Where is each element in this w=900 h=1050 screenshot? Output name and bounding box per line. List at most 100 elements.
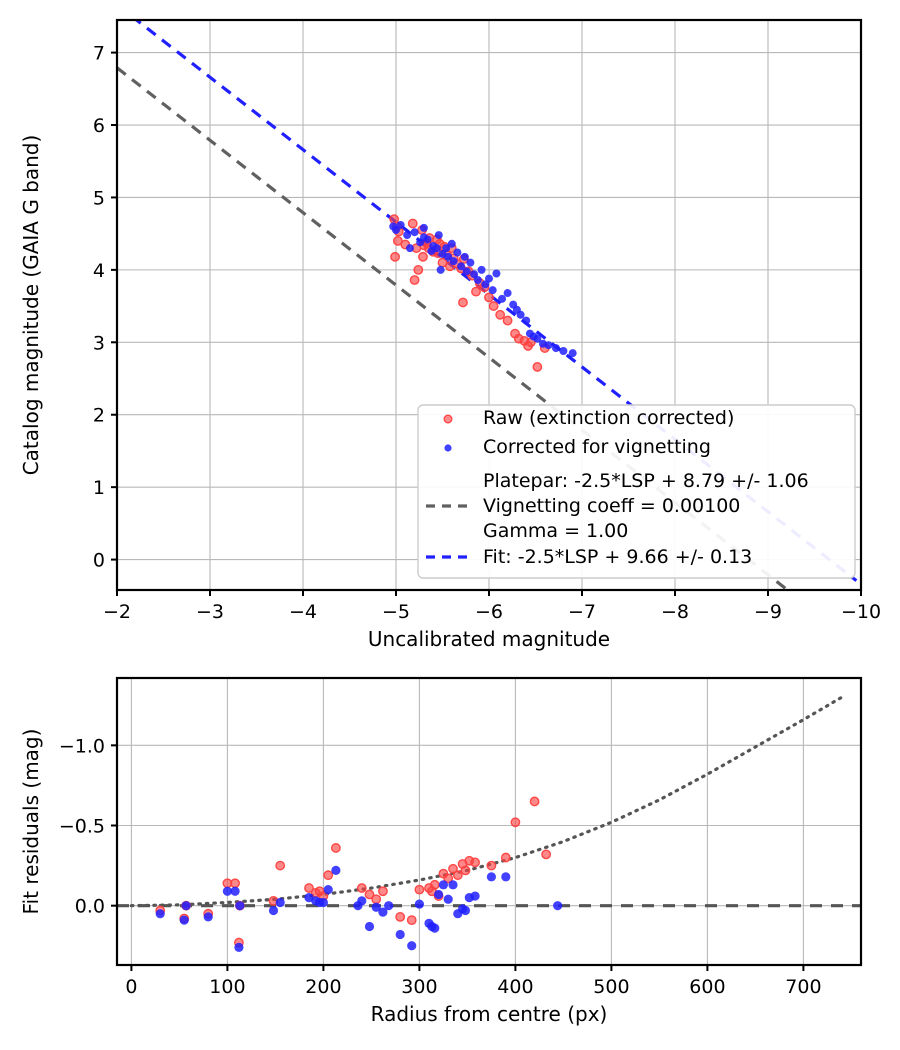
grid-top: [116, 20, 862, 590]
data-point: [179, 915, 189, 925]
data-point: [268, 905, 279, 916]
data-point: [403, 231, 412, 240]
data-point: [510, 817, 521, 828]
data-point: [447, 239, 456, 248]
data-point: [495, 309, 506, 320]
ytick-label: 2: [93, 405, 105, 427]
data-point: [470, 270, 479, 279]
ytick-label: 1: [93, 477, 105, 499]
legend-top: Raw (extinction corrected) Corrected for …: [417, 404, 856, 579]
data-point: [484, 292, 494, 303]
data-point: [448, 863, 458, 874]
data-point: [462, 267, 471, 276]
ytick-label: 7: [93, 43, 105, 65]
data-point: [443, 873, 454, 884]
xtick-label: −9: [754, 601, 782, 623]
data-point: [353, 901, 363, 911]
xtick-label: 100: [209, 976, 245, 998]
data-point: [389, 214, 400, 225]
data-point: [449, 257, 458, 266]
data-point: [492, 269, 501, 278]
data-point: [203, 912, 213, 922]
data-point: [498, 294, 507, 303]
legend-entry: Platepar: -2.5*LSP + 8.79 +/- 1.06 Vignet…: [426, 470, 809, 542]
data-point: [395, 929, 405, 940]
panel-fit-residuals: 0 100 200 300 400 500 600 700 0.0 −0.5 −1.0 Radius …: [19, 676, 863, 1026]
data-point: [486, 872, 496, 882]
data-point: [323, 870, 334, 881]
xtick-label: −3: [196, 601, 224, 623]
xtick-label: −2: [103, 601, 131, 623]
yaxis-title-bottom: Fit residuals (mag): [19, 729, 43, 915]
data-point: [331, 865, 341, 876]
legend-marker-icon: [444, 444, 452, 452]
data-point: [442, 244, 451, 253]
legend-label: Corrected for vignetting: [483, 436, 711, 458]
data-point: [522, 316, 531, 325]
xtick-label: −10: [841, 601, 881, 623]
data-point: [436, 265, 445, 274]
data-point: [503, 289, 512, 298]
legend-marker-icon: [443, 414, 453, 424]
data-point: [460, 905, 471, 916]
data-point: [434, 231, 443, 240]
ytick-label: 4: [93, 260, 105, 282]
data-point: [486, 860, 497, 871]
data-point: [444, 252, 453, 261]
data-point: [235, 901, 245, 911]
ytick-label: 0: [93, 550, 105, 572]
panel-photometric-calibration: −2 −3 −4 −5 −6 −7 −8 −9 −10 0 1 2 3 4 5 6 7 Uncalibrated …: [19, 18, 881, 651]
legend-entry: Raw (extinction corrected): [443, 407, 734, 429]
data-point: [378, 886, 388, 897]
data-point: [419, 223, 428, 232]
data-point: [470, 857, 480, 868]
xtick-label: 300: [401, 976, 437, 998]
data-point: [452, 870, 463, 881]
series-corrected-top: [389, 220, 577, 358]
data-point: [222, 886, 232, 896]
data-point: [230, 886, 240, 896]
data-point: [390, 251, 400, 262]
series-raw-bottom: [155, 796, 552, 948]
data-point: [234, 942, 244, 952]
data-point: [409, 275, 420, 285]
data-point: [470, 891, 480, 901]
xtick-label: 600: [689, 976, 725, 998]
xaxis-title-bottom: Radius from centre (px): [371, 1002, 608, 1026]
data-point: [477, 265, 486, 274]
xtick-label: −6: [475, 601, 503, 623]
legend-box: [417, 404, 856, 579]
data-point: [488, 286, 497, 295]
data-point: [434, 889, 444, 900]
data-point: [453, 248, 462, 257]
data-point: [371, 902, 381, 912]
data-point: [371, 894, 382, 905]
ytick-label: −1.0: [59, 735, 105, 757]
data-point: [429, 879, 440, 890]
yaxis-title-top: Catalog magnitude (GAIA G band): [19, 135, 43, 476]
legend-label: Vignetting coeff = 0.00100: [483, 495, 740, 517]
data-point: [407, 218, 418, 229]
ytick-label: 6: [93, 115, 105, 137]
xtick-label: −7: [568, 601, 596, 623]
data-point: [407, 941, 417, 951]
data-point: [275, 860, 286, 871]
series-raw-top: [389, 214, 550, 372]
plot-area-bottom: [117, 695, 861, 952]
legend-label: Raw (extinction corrected): [483, 407, 734, 429]
data-point: [356, 883, 367, 893]
xtick-label: −5: [382, 601, 410, 623]
xaxis-title-top: Uncalibrated magnitude: [368, 627, 610, 651]
legend-entry: Corrected for vignetting: [444, 436, 711, 458]
data-point: [405, 244, 414, 253]
axes-frame-bottom: [115, 676, 863, 967]
data-point: [516, 310, 525, 319]
data-point: [500, 852, 511, 863]
data-point: [485, 274, 493, 283]
data-point: [501, 872, 511, 882]
data-point: [541, 849, 552, 860]
data-point: [410, 228, 419, 237]
data-point: [414, 884, 425, 895]
data-point: [438, 880, 448, 890]
